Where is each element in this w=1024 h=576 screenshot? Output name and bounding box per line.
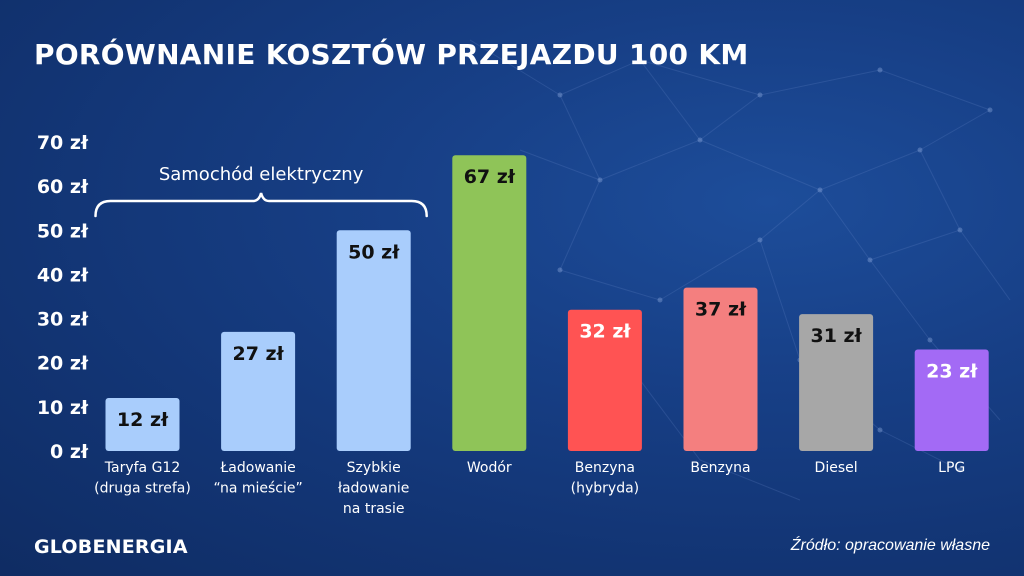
x-category-label: Benzyna (575, 460, 635, 476)
bar (105, 398, 180, 451)
bar (799, 314, 874, 451)
group-label: Samochód elektryczny (159, 164, 364, 185)
y-tick-label: 30 zł (37, 309, 89, 331)
globenergia-logo: GLOBENERGIA (34, 536, 188, 558)
bar (914, 349, 989, 451)
x-category-label: Benzyna (690, 460, 750, 476)
bar (452, 155, 527, 451)
x-category-label: Diesel (815, 460, 858, 476)
x-category-label: Szybkie (347, 460, 401, 476)
y-tick-label: 0 zł (50, 441, 89, 463)
x-category-label: LPG (938, 460, 965, 476)
y-tick-label: 20 zł (37, 353, 89, 375)
chart-title: PORÓWNANIE KOSZTÓW PRZEJAZDU 100 KM (34, 38, 749, 71)
bar-data-label: 32 zł (579, 321, 631, 343)
bar-data-label: 27 zł (233, 343, 285, 365)
source-note: Źródło: opracowanie własne (790, 537, 990, 554)
bar (683, 287, 758, 451)
bar-data-label: 23 zł (926, 360, 978, 382)
x-category-label: ładowanie (338, 481, 409, 497)
x-category-label: Taryfa G12 (104, 460, 180, 476)
bar-data-label: 31 zł (811, 325, 863, 347)
bar (221, 331, 296, 451)
y-tick-label: 10 zł (37, 397, 89, 419)
x-category-label: (druga strefa) (94, 481, 191, 497)
y-tick-label: 60 zł (37, 176, 89, 198)
x-category-label: “na mieście” (213, 481, 302, 497)
x-category-label: Ładowanie (219, 460, 295, 476)
y-tick-label: 70 zł (37, 132, 89, 154)
bar-data-label: 37 zł (695, 299, 747, 321)
bar-data-label: 12 zł (117, 409, 169, 431)
x-category-label: na trasie (343, 501, 405, 517)
bar (567, 309, 642, 451)
group-brace (94, 192, 428, 218)
y-tick-label: 50 zł (37, 220, 89, 242)
bar-data-label: 50 zł (348, 241, 400, 263)
x-category-label: Wodór (467, 460, 512, 476)
bar-data-label: 67 zł (464, 166, 516, 188)
bar (336, 230, 411, 451)
y-tick-label: 40 zł (37, 264, 89, 286)
x-category-label: (hybryda) (571, 481, 639, 497)
